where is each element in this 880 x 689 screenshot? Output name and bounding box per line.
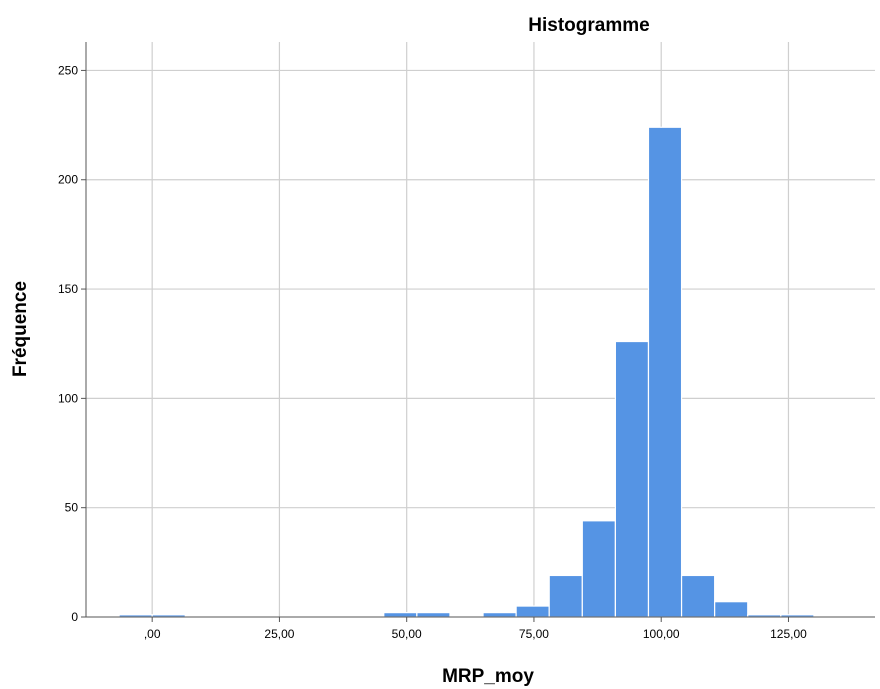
y-tick-label: 200 <box>58 173 78 187</box>
x-tick-label: ,00 <box>144 627 161 641</box>
histogram-bar <box>714 601 749 618</box>
grid <box>86 42 875 617</box>
x-tick-labels: ,00 25,00 50,00 75,00 100,00 125,00 <box>144 617 807 641</box>
x-tick-label: 25,00 <box>264 627 294 641</box>
x-tick-label: 125,00 <box>770 627 807 641</box>
histogram-bar <box>482 612 517 618</box>
bars <box>118 126 815 618</box>
y-axis-label: Fréquence <box>10 281 31 377</box>
x-tick-label: 75,00 <box>519 627 549 641</box>
x-axis-label: MRP_moy <box>442 666 534 687</box>
histogram-bar <box>680 574 716 618</box>
y-tick-label: 100 <box>58 391 78 405</box>
histogram-bar <box>416 612 451 618</box>
x-tick-label: 100,00 <box>643 627 680 641</box>
axes <box>85 42 875 618</box>
y-tick-label: 0 <box>71 610 78 624</box>
histogram-bar <box>548 574 583 618</box>
histogram-bar <box>581 520 616 618</box>
y-tick-label: 50 <box>65 501 79 515</box>
histogram-bar <box>614 340 650 618</box>
y-tick-labels: 0 50 100 150 200 250 <box>58 63 86 624</box>
y-tick-label: 150 <box>58 282 78 296</box>
y-tick-label: 250 <box>58 63 78 77</box>
histogram-bar <box>383 612 418 618</box>
histogram-bar <box>647 126 683 618</box>
x-tick-label: 50,00 <box>392 627 422 641</box>
chart-title: Histogramme <box>528 15 649 36</box>
histogram-bar <box>515 605 550 618</box>
